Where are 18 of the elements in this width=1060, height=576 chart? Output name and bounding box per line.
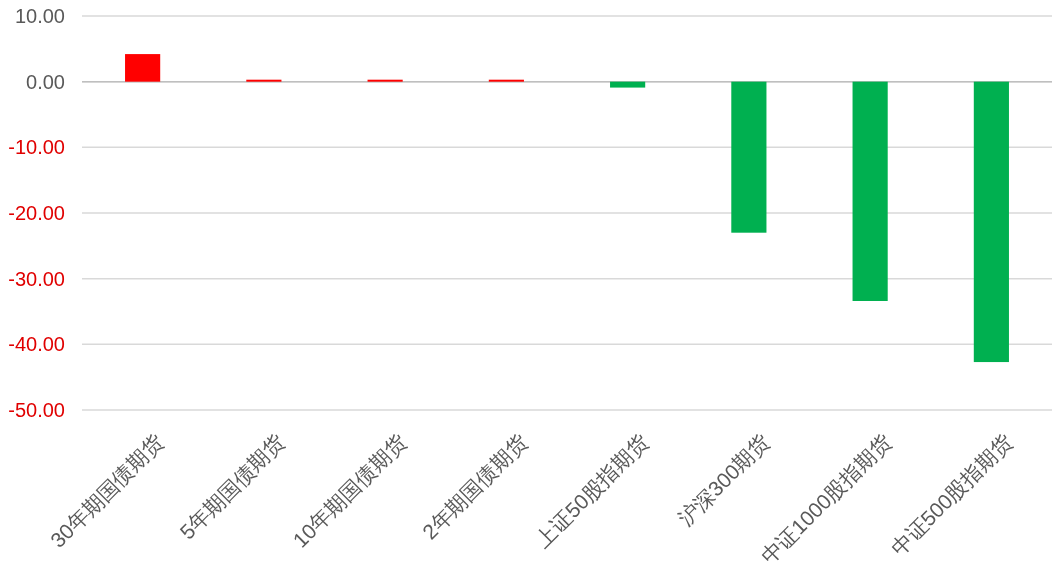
- bar: [973, 81, 1009, 363]
- x-tick-label: 30年期国债期货: [45, 429, 168, 552]
- bar: [731, 81, 767, 233]
- y-tick-label: -10.00: [8, 136, 65, 159]
- y-tick-label: -20.00: [8, 202, 65, 224]
- y-tick-label: -50.00: [8, 399, 65, 421]
- bar: [125, 54, 161, 82]
- x-tick-label: 10年期国债期货: [288, 429, 411, 552]
- bar: [852, 81, 888, 301]
- x-tick-label: 沪深300期货: [673, 429, 775, 531]
- y-tick-label: 10.00: [14, 5, 65, 27]
- y-tick-label: 0.00: [26, 70, 65, 93]
- x-tick-label: 2年期国债期货: [417, 429, 532, 544]
- x-tick-label: 上证50股指期货: [530, 429, 653, 552]
- bar: [610, 81, 646, 88]
- x-tick-label: 5年期国债期货: [175, 429, 290, 544]
- y-tick-label: -40.00: [8, 333, 65, 356]
- y-tick-label: -30.00: [8, 267, 65, 290]
